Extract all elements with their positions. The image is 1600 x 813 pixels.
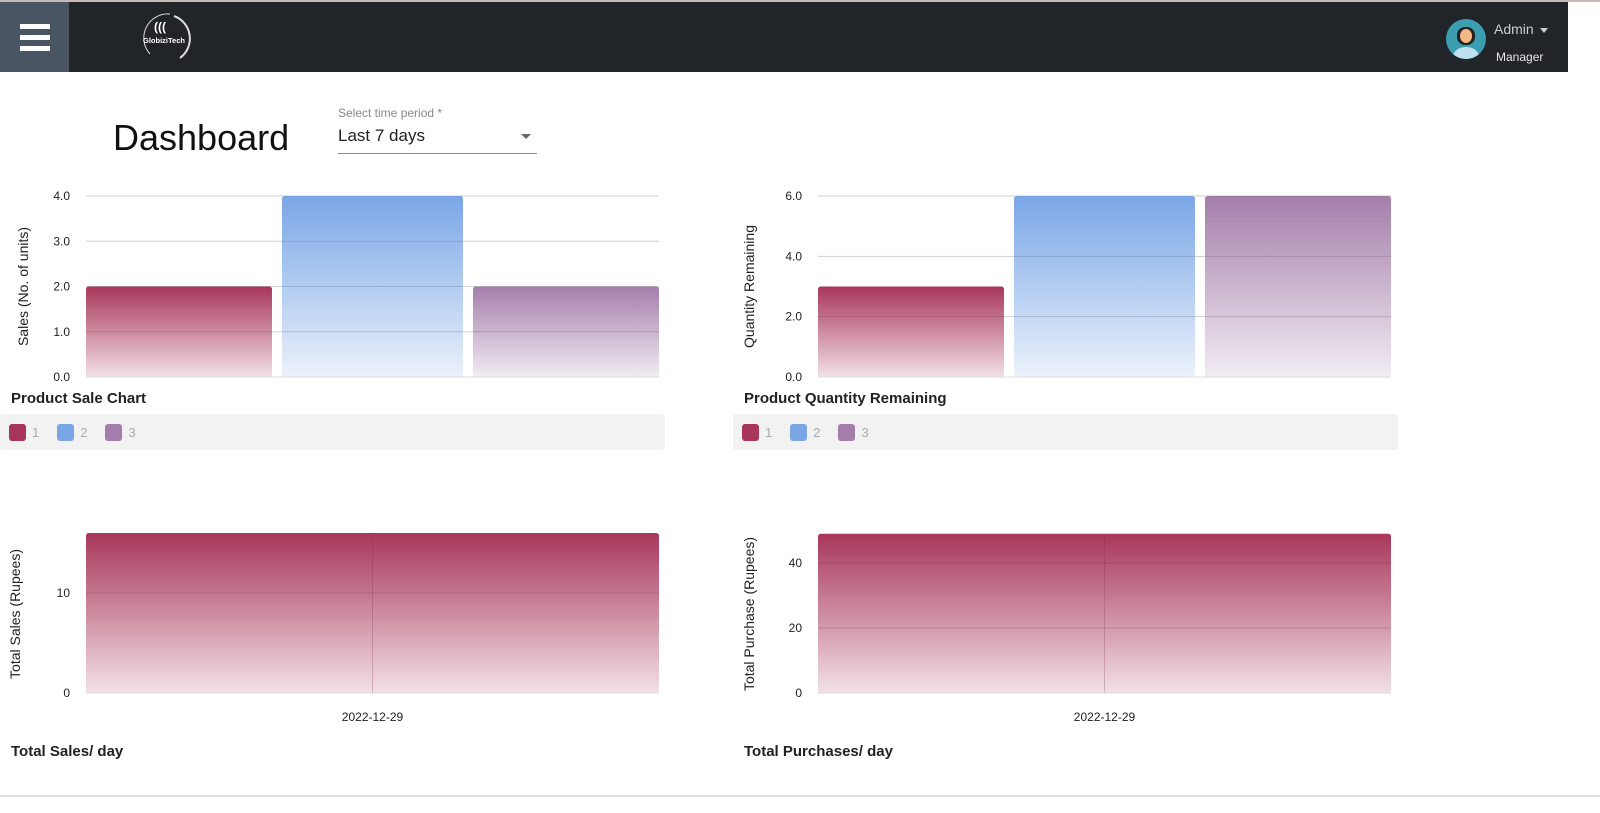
svg-text:GlobiziTech: GlobiziTech [143, 36, 185, 45]
x-tick-label: 2022-12-29 [1074, 710, 1136, 724]
hamburger-icon-bar [19, 34, 50, 40]
y-tick-label: 0 [795, 686, 802, 700]
legend-label: 1 [765, 424, 773, 440]
y-tick-label: 10 [57, 586, 71, 600]
product-sale-chart-title: Product Sale Chart [11, 390, 147, 407]
y-tick-label: 0 [63, 686, 70, 700]
legend-label: 3 [861, 424, 869, 440]
y-tick-label: 2.0 [785, 310, 802, 324]
legend-label: 2 [80, 424, 88, 440]
footer-divider [0, 795, 1600, 797]
legend-item-1[interactable]: 1 [9, 423, 40, 441]
legend-item-1[interactable]: 1 [742, 423, 773, 441]
hamburger-menu-button[interactable] [0, 2, 69, 72]
time-period-label: Select time period * [338, 106, 443, 120]
hamburger-icon-bar [19, 45, 50, 51]
legend-swatch [57, 423, 75, 441]
y-tick-label: 0.0 [53, 370, 70, 384]
y-tick-label: 0.0 [785, 370, 802, 384]
y-tick-label: 6.0 [785, 189, 802, 203]
user-avatar-icon [1452, 27, 1480, 59]
top-navbar: ((( GlobiziTech Admin Manager [0, 2, 1568, 72]
y-tick-label: 4.0 [785, 249, 802, 263]
product-quantity-legend: 1 2 3 [733, 414, 1398, 450]
y-axis-label: Total Purchase (Rupees) [741, 537, 757, 691]
y-tick-label: 3.0 [53, 234, 70, 248]
legend-item-3[interactable]: 3 [838, 423, 869, 441]
legend-item-2[interactable]: 2 [57, 423, 88, 441]
dropdown-arrow-icon [521, 134, 531, 139]
y-tick-label: 40 [789, 556, 803, 570]
hamburger-icon [19, 23, 50, 29]
legend-swatch [790, 423, 808, 441]
y-tick-label: 20 [789, 621, 803, 635]
y-axis-label: Sales (No. of units) [15, 227, 31, 346]
bar-3[interactable] [473, 286, 659, 378]
user-avatar[interactable] [1446, 19, 1486, 59]
bar-3[interactable] [1205, 196, 1391, 377]
total-sales-chart-title: Total Sales/ day [11, 743, 124, 760]
bar-1[interactable] [86, 286, 272, 378]
bar-2[interactable] [282, 196, 463, 377]
legend-label: 3 [128, 424, 136, 440]
legend-swatch [742, 423, 759, 441]
x-tick-label: 2022-12-29 [342, 710, 404, 724]
bar-2[interactable] [1014, 196, 1195, 377]
y-axis-label: Total Sales (Rupees) [7, 549, 23, 679]
legend-label: 1 [32, 424, 40, 440]
page-title: Dashboard [113, 117, 290, 158]
legend-item-2[interactable]: 2 [790, 423, 821, 441]
svg-text:(((: ((( [154, 20, 166, 34]
legend-swatch [105, 423, 123, 441]
time-period-select[interactable]: Last 7 days [338, 126, 537, 154]
user-role: Manager [1496, 50, 1544, 64]
globizitech-logo[interactable]: ((( GlobiziTech [140, 10, 196, 64]
y-axis-label: Quantity Remaining [741, 225, 757, 348]
y-tick-label: 2.0 [53, 280, 70, 294]
bar-2022-12-29[interactable] [818, 533, 1391, 693]
user-name[interactable]: Admin [1494, 21, 1534, 37]
product-quantity-chart-title: Product Quantity Remaining [744, 390, 947, 407]
product-sale-legend: 1 2 3 [0, 414, 665, 450]
y-tick-label: 4.0 [53, 189, 70, 203]
bar-1[interactable] [818, 286, 1004, 378]
legend-label: 2 [813, 424, 821, 440]
time-period-value: Last 7 days [338, 126, 425, 145]
bar-2022-12-29[interactable] [86, 533, 659, 693]
user-menu-caret-icon[interactable] [1540, 28, 1548, 33]
top-border [0, 0, 1600, 2]
total-purchases-chart-title: Total Purchases/ day [744, 743, 893, 760]
legend-swatch [9, 423, 26, 441]
y-tick-label: 1.0 [53, 325, 70, 339]
legend-item-3[interactable]: 3 [105, 423, 136, 441]
legend-swatch [838, 423, 856, 441]
